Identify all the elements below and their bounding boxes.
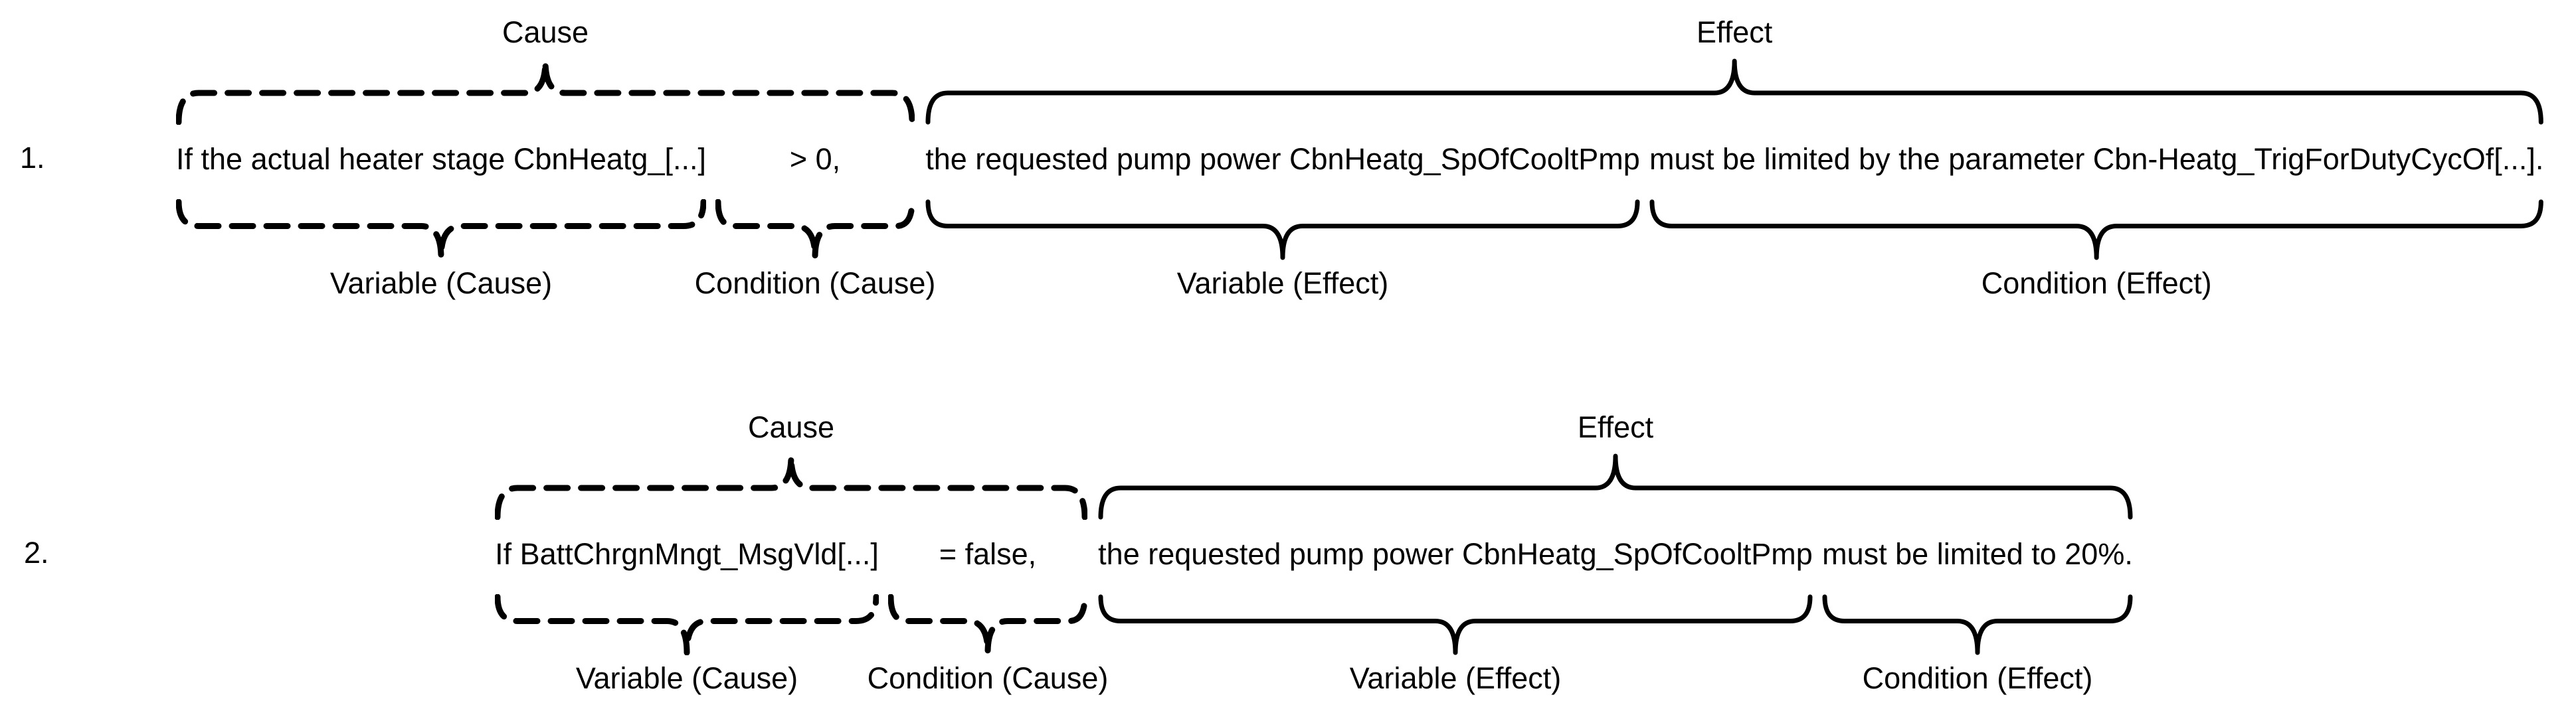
condition-cause-text: = false,: [939, 537, 1037, 571]
variable-effect-segment: the requested pump power CbnHeatg_SpOfCo…: [925, 142, 1640, 300]
condition-cause-segment: > 0, Condition (Cause): [695, 142, 936, 300]
condition-effect-text: must be limited by the parameter Cbn-Hea…: [1649, 142, 2544, 176]
condition-effect-segment: must be limited by the parameter Cbn-Hea…: [1649, 142, 2544, 300]
effect-group: Effect the requested pump power CbnHeatg…: [1098, 395, 2133, 695]
variable-effect-label: Variable (Effect): [1349, 661, 1562, 695]
variable-effect-text: the requested pump power CbnHeatg_SpOfCo…: [1098, 537, 1813, 571]
condition-effect-label: Condition (Effect): [1981, 266, 2212, 300]
variable-cause-brace: [176, 199, 707, 260]
condition-cause-segment: = false, Condition (Cause): [868, 537, 1109, 695]
condition-cause-label: Condition (Cause): [694, 266, 936, 300]
effect-over-brace: [925, 58, 2543, 125]
condition-cause-brace: [715, 199, 915, 260]
effect-brace-label: Effect: [1697, 15, 1773, 49]
variable-effect-segment: the requested pump power CbnHeatg_SpOfCo…: [1098, 537, 1813, 695]
cause-brace-label: Cause: [502, 15, 589, 49]
cause-brace-label: Cause: [747, 410, 835, 444]
variable-cause-brace: [495, 594, 879, 655]
cause-over-brace: [495, 453, 1087, 520]
row-number: 1.: [20, 141, 45, 175]
cause-group: Cause If BattChrgnMngt_MsgVld[...] Varia…: [495, 395, 1109, 695]
condition-cause-brace: [888, 594, 1087, 655]
variable-cause-text: If BattChrgnMngt_MsgVld[...]: [495, 537, 879, 571]
effect-over-brace: [1098, 453, 2133, 520]
condition-effect-text: must be limited to 20%.: [1822, 537, 2133, 571]
variable-effect-text: the requested pump power CbnHeatg_SpOfCo…: [925, 142, 1640, 176]
condition-effect-label: Condition (Effect): [1862, 661, 2093, 695]
effect-group: Effect the requested pump power CbnHeatg…: [925, 0, 2544, 300]
variable-cause-label: Variable (Cause): [329, 266, 553, 300]
cause-group: Cause If the actual heater stage CbnHeat…: [176, 0, 936, 300]
variable-effect-brace: [925, 199, 1640, 260]
variable-effect-brace: [1098, 594, 1813, 655]
variable-effect-label: Variable (Effect): [1176, 266, 1389, 300]
condition-cause-text: > 0,: [789, 142, 841, 176]
variable-cause-segment: If BattChrgnMngt_MsgVld[...] Variable (C…: [495, 537, 879, 695]
variable-cause-segment: If the actual heater stage CbnHeatg_[...…: [176, 142, 707, 300]
variable-cause-label: Variable (Cause): [575, 661, 798, 695]
variable-cause-text: If the actual heater stage CbnHeatg_[...…: [176, 142, 707, 176]
cause-over-brace: [176, 58, 915, 125]
condition-effect-segment: must be limited to 20%. Condition (Effec…: [1822, 537, 2133, 695]
condition-effect-brace: [1822, 594, 2133, 655]
effect-brace-label: Effect: [1577, 410, 1654, 444]
condition-cause-label: Condition (Cause): [867, 661, 1109, 695]
condition-effect-brace: [1649, 199, 2543, 260]
row-number: 2.: [24, 536, 49, 570]
